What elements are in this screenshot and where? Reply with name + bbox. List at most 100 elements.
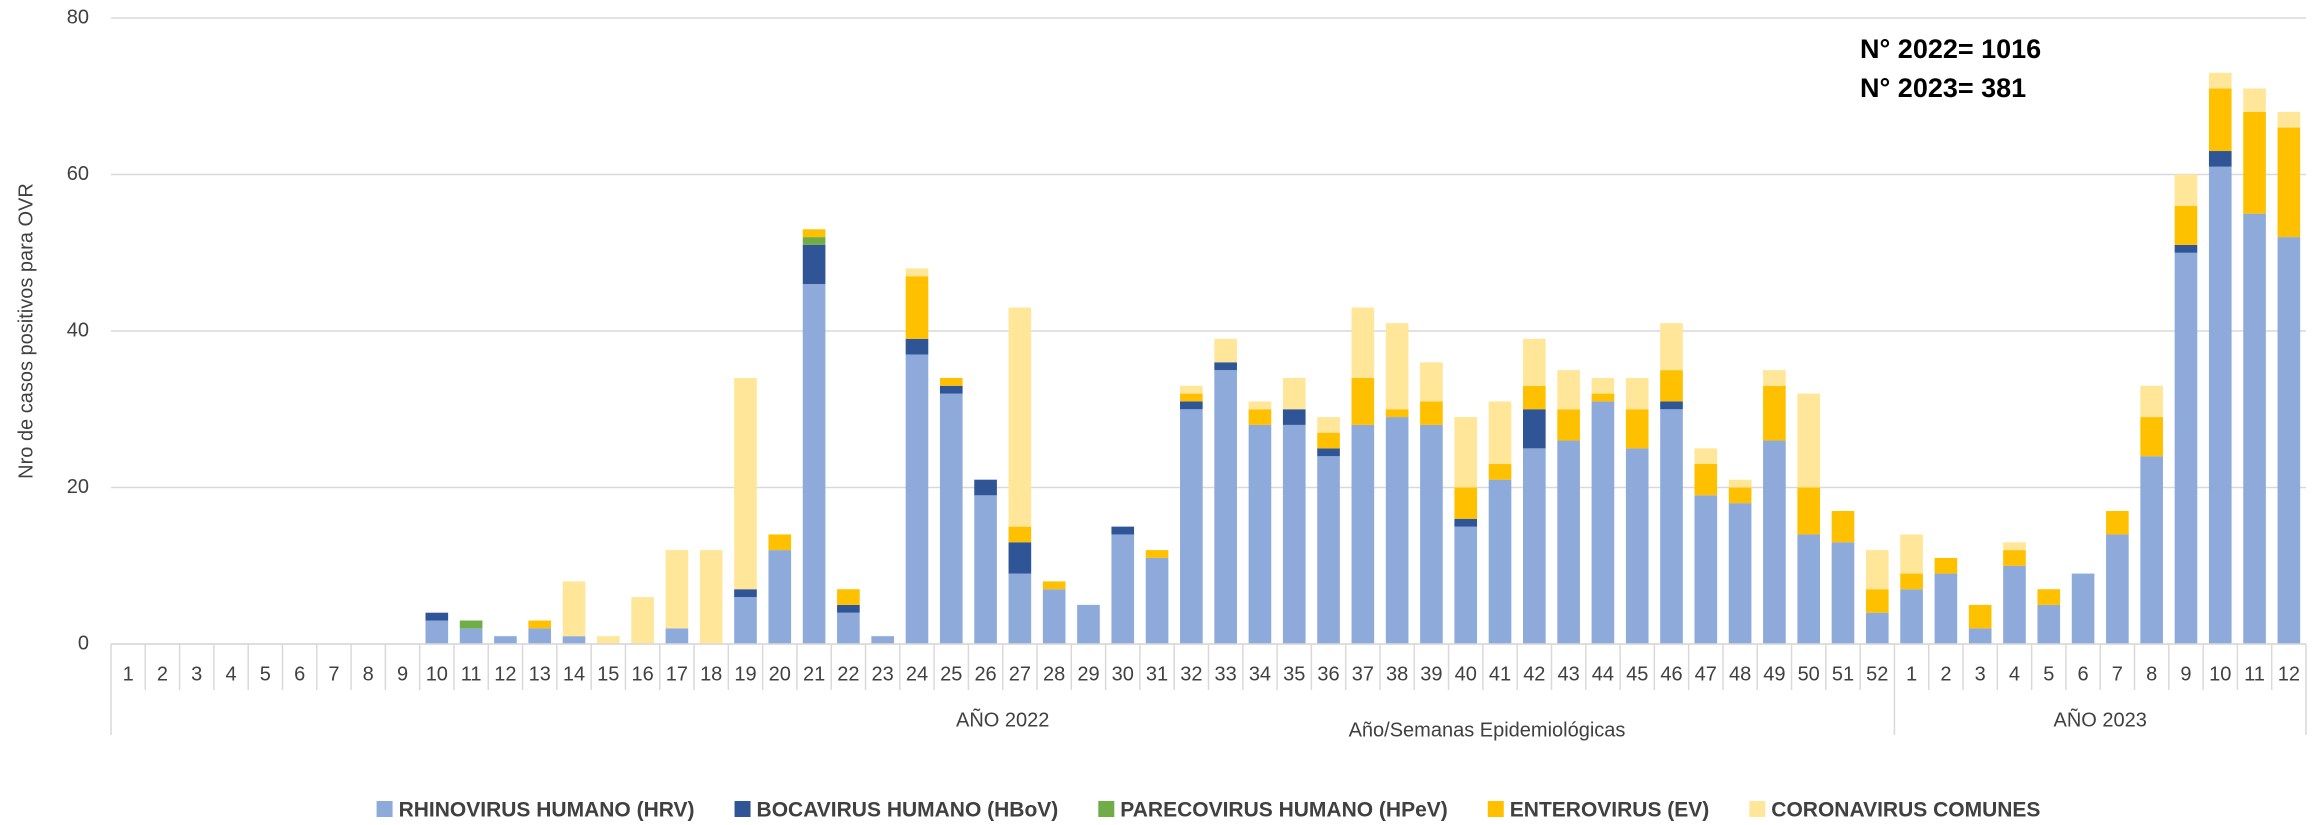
bar-segment <box>1248 409 1272 425</box>
bar-segment <box>1420 362 1443 402</box>
y-tick-label: 60 <box>67 163 89 185</box>
bar-segment <box>1831 542 1855 644</box>
x-tick-label: 20 <box>769 663 791 685</box>
bar-segment <box>665 550 689 629</box>
bar-segment <box>1797 534 1821 644</box>
x-tick-label: 17 <box>666 663 688 685</box>
bar-segment <box>1180 409 1203 644</box>
bar-segment <box>1454 518 1478 527</box>
bar-segment <box>2003 542 2026 551</box>
x-tick-label: 51 <box>1832 663 1854 685</box>
bar-segment <box>1660 323 1683 371</box>
bar-segment <box>1351 424 1375 644</box>
bar-segment <box>1625 377 1649 410</box>
x-tick-label: 31 <box>1146 663 1168 685</box>
bar-segment <box>1934 557 1958 574</box>
bar-segment <box>1008 307 1032 527</box>
bar-segment <box>665 628 689 644</box>
bar-segment <box>1557 440 1580 644</box>
bar-segment <box>802 244 826 285</box>
x-tick-label: 48 <box>1729 663 1751 685</box>
bar-segment <box>1900 573 1923 590</box>
x-tick-label: 27 <box>1009 663 1031 685</box>
bar-segment <box>2208 88 2232 152</box>
x-tick-label: 2 <box>1940 663 1951 685</box>
bar-segment <box>1077 604 1100 644</box>
x-tick-label: 14 <box>563 663 585 685</box>
bar-segment <box>596 636 620 644</box>
x-tick-label: 16 <box>631 663 653 685</box>
x-tick-label: 11 <box>2244 663 2265 685</box>
x-tick-label: 11 <box>461 663 482 685</box>
bar-segment <box>1042 589 1066 644</box>
bar-segment <box>1763 370 1786 386</box>
bar-segment <box>1865 550 1889 590</box>
bar-segment <box>1557 409 1580 441</box>
bar-segment <box>1214 338 1237 363</box>
bar-segment <box>837 612 860 644</box>
legend-swatch <box>1749 801 1766 817</box>
x-tick-label: 23 <box>872 663 894 685</box>
bar-segment <box>2208 72 2232 89</box>
bar-segment <box>1660 401 1683 410</box>
bar-segment <box>837 589 860 605</box>
bar-segment <box>1591 393 1615 402</box>
bar-segment <box>1282 409 1306 425</box>
bar-segment <box>2243 88 2266 112</box>
bar-segment <box>802 237 826 245</box>
bar-segment <box>2106 510 2129 535</box>
bar-segment <box>1351 377 1375 425</box>
x-tick-label: 41 <box>1489 663 1511 685</box>
x-tick-label: 42 <box>1523 663 1545 685</box>
bar-segment <box>905 354 929 644</box>
x-tick-label: 29 <box>1077 663 1099 685</box>
bar-segment <box>1660 409 1683 644</box>
bar-segment <box>1591 377 1615 394</box>
bar-segment <box>1557 370 1580 410</box>
bar-segment <box>1934 573 1958 644</box>
bar-segment <box>1763 385 1786 441</box>
bar-segment <box>1385 323 1409 410</box>
bar-segment <box>2140 417 2163 457</box>
bar-segment <box>802 229 826 238</box>
bar-segment <box>1008 526 1032 543</box>
bar-segment <box>699 550 723 644</box>
bar-segment <box>1420 401 1443 425</box>
x-tick-label: 1 <box>1906 663 1917 685</box>
x-tick-label: 22 <box>837 663 859 685</box>
x-tick-label: 21 <box>803 663 825 685</box>
bar-segment <box>1317 448 1340 457</box>
bar-segment <box>2277 127 2301 238</box>
x-tick-label: 50 <box>1798 663 1820 685</box>
bar-segment <box>1248 424 1272 644</box>
x-tick-label: 10 <box>426 663 448 685</box>
x-tick-label: 7 <box>328 663 339 685</box>
x-tick-label: 8 <box>363 663 374 685</box>
x-tick-label: 13 <box>529 663 551 685</box>
bar-segment <box>1523 338 1546 386</box>
bar-segment <box>1282 377 1306 410</box>
bar-segment <box>1420 424 1443 644</box>
bar-segment <box>1488 479 1512 644</box>
bar-segment <box>528 620 552 629</box>
bar-segment <box>562 636 586 644</box>
bar-segment <box>425 620 449 644</box>
x-tick-label: 19 <box>734 663 756 685</box>
x-tick-label: 36 <box>1317 663 1339 685</box>
bar-segment <box>1797 393 1821 488</box>
bar-segment <box>939 385 963 394</box>
bar-segment <box>1145 557 1169 644</box>
y-tick-label: 0 <box>78 632 89 654</box>
legend-label: RHINOVIRUS HUMANO (HRV) <box>399 799 695 822</box>
bar-segment <box>1317 417 1340 433</box>
annotation: N° 2022= 1016 <box>1860 34 2041 64</box>
bar-segment <box>905 276 929 339</box>
x-tick-label: 34 <box>1249 663 1271 685</box>
bar-segment <box>1797 487 1821 535</box>
x-tick-label: 12 <box>494 663 516 685</box>
bar-segment <box>734 377 757 590</box>
bar-segment <box>2140 456 2163 644</box>
x-tick-label: 24 <box>906 663 928 685</box>
bar-segment <box>1523 448 1546 644</box>
x-tick-label: 44 <box>1592 663 1614 685</box>
